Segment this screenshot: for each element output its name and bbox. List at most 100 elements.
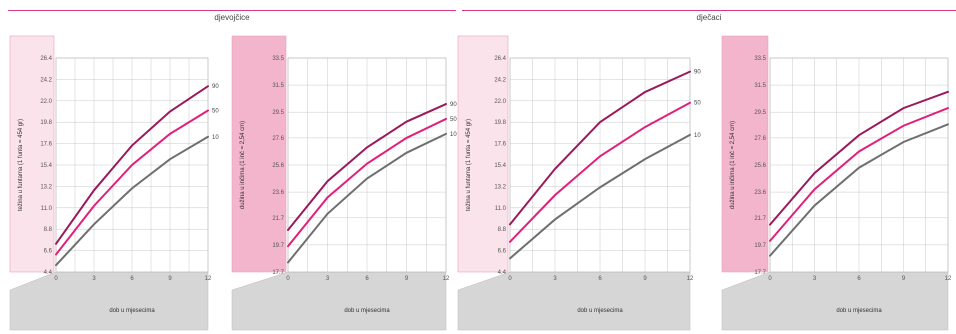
y-tick-label: 25.6 (272, 163, 284, 169)
y-tick-label: 22.0 (40, 99, 52, 105)
x-tick-label: 12 (687, 276, 694, 282)
y-tick-label: 29.5 (754, 110, 766, 116)
y-axis-label: dužina u inčima (1 inč = 2,54 cm) (240, 121, 246, 209)
x-tick-label: 0 (54, 276, 58, 282)
y-tick-label: 19.7 (754, 243, 766, 249)
y-tick-label: 24.2 (40, 77, 52, 83)
series-line-p10 (55, 135, 209, 267)
x-tick-label: 9 (405, 276, 409, 282)
series-line-p90 (55, 85, 209, 245)
series-label-p50: 50 (450, 117, 457, 123)
corner-shading (457, 271, 691, 331)
y-tick-label: 22.0 (494, 99, 506, 105)
section-title-girls: djevojčice (214, 13, 250, 22)
y-tick-label: 8.8 (44, 227, 53, 233)
y-axis-label: dužina u inčima (1 inč = 2,54 cm) (730, 121, 736, 209)
chart-panel-3: 4.4 6.6 8.8 11.0 13.2 15.4 17.6 19.8 22.0 24.2 26.… (457, 35, 701, 331)
y-tick-label: 6.6 (498, 249, 507, 255)
series-label-p90: 90 (212, 84, 219, 90)
y-tick-label: 23.6 (272, 190, 284, 196)
y-tick-label: 13.2 (40, 184, 52, 190)
x-tick-label: 12 (443, 276, 450, 282)
y-tick-label: 27.6 (754, 136, 766, 142)
y-tick-label: 31.5 (754, 83, 766, 89)
x-tick-label: 12 (205, 276, 212, 282)
series-line-p90 (509, 70, 691, 226)
y-tick-label: 17.6 (40, 142, 52, 148)
y-tick-label: 6.6 (44, 249, 53, 255)
y-tick-label: 26.4 (40, 56, 52, 62)
series-label-p50: 50 (694, 101, 701, 107)
y-tick-label: 26.4 (494, 56, 506, 62)
chart-panel-4: 17.7 19.7 21.7 23.6 25.6 27.6 29.5 31.5 33.5 0 3 6 9… (721, 35, 952, 331)
x-axis-label: dob u mjesecima (344, 308, 390, 314)
y-tick-label: 24.2 (494, 77, 506, 83)
x-tick-label: 0 (768, 276, 772, 282)
x-tick-label: 3 (92, 276, 96, 282)
x-tick-label: 0 (286, 276, 290, 282)
y-axis-label: težina u funtama (1 funta = 454 gr) (466, 119, 472, 211)
corner-shading (231, 271, 447, 331)
series-line-p90 (769, 90, 949, 226)
corner-shading (9, 271, 209, 331)
title-rule-left (8, 10, 456, 11)
series-line-p10 (769, 123, 949, 257)
y-tick-label: 27.6 (272, 136, 284, 142)
x-axis-label: dob u mjesecima (577, 308, 623, 314)
series-line-p50 (287, 117, 447, 248)
x-tick-label: 0 (508, 276, 512, 282)
y-tick-label: 31.5 (272, 83, 284, 89)
series-line-p10 (287, 132, 447, 264)
x-axis-label: dob u mjesecima (836, 308, 882, 314)
y-tick-label: 17.7 (272, 270, 284, 276)
x-tick-label: 9 (902, 276, 906, 282)
panel-strip (721, 35, 769, 273)
y-tick-label: 25.6 (754, 163, 766, 169)
series-label-p90: 90 (450, 102, 457, 108)
series-label-p10: 10 (212, 135, 219, 141)
y-tick-label: 4.4 (44, 270, 53, 276)
y-tick-label: 11.0 (41, 206, 53, 212)
x-tick-label: 6 (598, 276, 602, 282)
y-tick-label: 17.6 (494, 142, 506, 148)
y-axis-label: težina u funtama (1 funta = 454 gr) (18, 119, 24, 211)
x-tick-label: 9 (643, 276, 647, 282)
y-tick-label: 33.5 (754, 56, 766, 62)
panel-strip (9, 35, 55, 273)
corner-shading (721, 271, 949, 331)
y-tick-label: 19.8 (494, 120, 506, 126)
y-tick-label: 21.7 (754, 216, 766, 222)
panel-strip (457, 35, 509, 273)
x-tick-label: 3 (553, 276, 557, 282)
x-axis-label: dob u mjesecima (109, 308, 155, 314)
y-tick-label: 15.4 (494, 163, 506, 169)
chart-panel-1: 4.4 6.6 8.8 11.0 13.2 15.4 17.6 19.8 22.0 24.2 26.… (9, 35, 219, 331)
series-label-p90: 90 (694, 70, 701, 76)
section-title-boys: dječaci (696, 13, 722, 22)
series-line-p90 (287, 103, 447, 232)
x-tick-label: 3 (813, 276, 817, 282)
y-tick-label: 19.7 (272, 243, 284, 249)
y-tick-label: 33.5 (272, 56, 284, 62)
series-line-p50 (769, 107, 949, 242)
y-tick-label: 15.4 (40, 163, 52, 169)
x-tick-label: 3 (326, 276, 330, 282)
series-label-p10: 10 (694, 133, 701, 139)
x-tick-label: 12 (945, 276, 952, 282)
series-line-p10 (509, 133, 691, 260)
y-tick-label: 17.7 (754, 270, 766, 276)
y-tick-label: 29.5 (272, 110, 284, 116)
x-tick-label: 6 (365, 276, 369, 282)
y-tick-label: 23.6 (754, 190, 766, 196)
panel-strip (231, 35, 287, 273)
x-tick-label: 9 (168, 276, 172, 282)
y-tick-label: 4.4 (498, 270, 507, 276)
title-rule-right (462, 10, 956, 11)
y-tick-label: 11.0 (495, 206, 507, 212)
series-line-p50 (55, 109, 209, 256)
y-tick-label: 8.8 (498, 227, 507, 233)
x-tick-label: 6 (130, 276, 134, 282)
y-tick-label: 13.2 (494, 184, 506, 190)
series-label-p10: 10 (450, 132, 457, 138)
